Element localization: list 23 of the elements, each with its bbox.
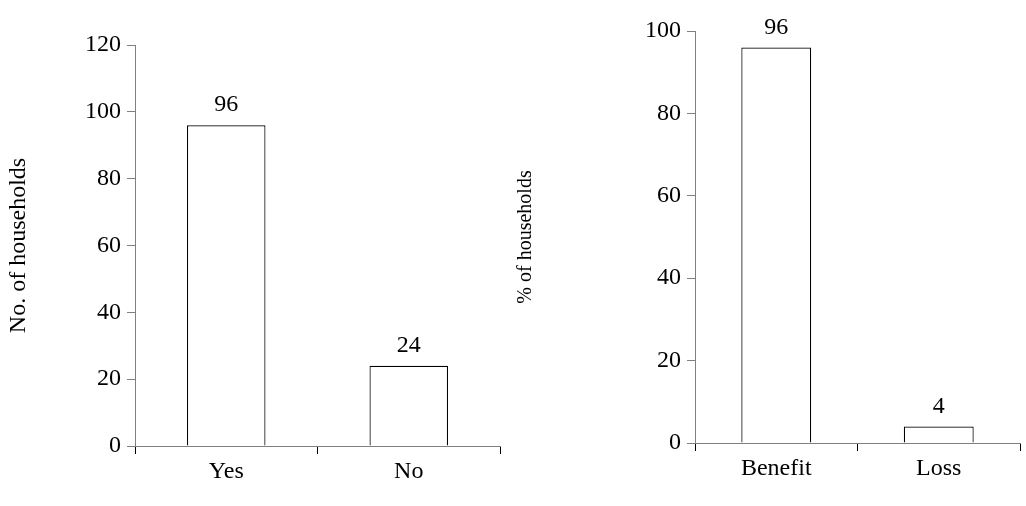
y-tick-label: 80 [657, 98, 681, 125]
y-tick-label: 60 [657, 181, 681, 208]
y-tick-label: 60 [97, 230, 121, 257]
x-tick-label: No [394, 456, 424, 483]
x-tick-label: Yes [208, 456, 244, 483]
y-tick-label: 100 [85, 97, 121, 124]
y-tick-label: 40 [97, 297, 121, 324]
y-tick-label: 80 [97, 163, 121, 190]
y-axis-title: No. of households [3, 157, 30, 334]
data-label: 96 [214, 90, 239, 117]
data-label: 24 [396, 331, 421, 358]
y-tick-label: 40 [657, 263, 681, 290]
y-axis-title: % of households [513, 170, 536, 304]
x-tick-label: Loss [916, 453, 962, 480]
y-tick-label: 0 [109, 431, 121, 458]
data-label: 4 [932, 391, 945, 418]
y-tick-label: 20 [97, 364, 121, 391]
y-tick-label: 100 [645, 16, 681, 43]
y-tick-label: 0 [669, 428, 681, 455]
y-tick-label: 120 [85, 30, 121, 57]
data-label: 96 [764, 12, 789, 39]
y-tick-label: 20 [657, 345, 681, 372]
x-tick-label: Benefit [740, 453, 812, 480]
